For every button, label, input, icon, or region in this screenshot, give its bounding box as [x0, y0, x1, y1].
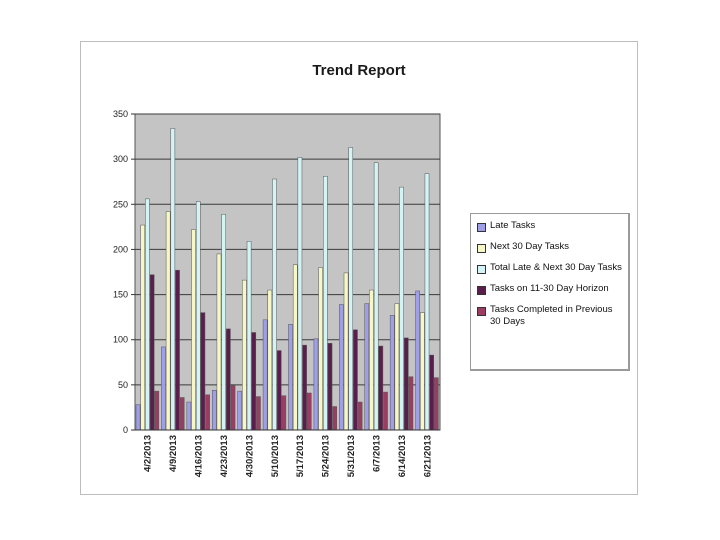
bar	[154, 390, 160, 431]
bar	[302, 344, 307, 431]
bar	[378, 345, 384, 431]
chart-title: Trend Report	[312, 62, 406, 79]
bar	[145, 198, 150, 431]
bar	[226, 328, 231, 431]
bar	[195, 201, 201, 431]
legend-label: Tasks Completed in Previous 30 Days	[490, 304, 613, 327]
legend-item: Next 30 Day Tasks	[477, 241, 624, 253]
bar	[191, 229, 196, 431]
bar	[389, 315, 395, 431]
bar	[272, 178, 277, 431]
bar	[186, 401, 192, 431]
x-tick-label: 6/14/2013	[397, 435, 408, 477]
bar	[339, 304, 344, 431]
x-tick-label: 5/31/2013	[346, 435, 357, 477]
x-tick-label: 4/30/2013	[244, 435, 255, 477]
bar	[205, 394, 210, 431]
bar	[399, 186, 404, 431]
y-tick-label: 200	[113, 244, 128, 254]
bar	[175, 269, 180, 431]
bar	[424, 173, 430, 431]
bar	[297, 157, 303, 431]
legend-item: Tasks Completed in Previous 30 Days	[477, 304, 624, 328]
legend-label: Next 30 Day Tasks	[490, 241, 570, 252]
legend-swatch	[477, 286, 486, 295]
bar	[343, 272, 349, 431]
bar	[429, 354, 434, 431]
bar	[420, 312, 425, 431]
bar	[394, 303, 400, 431]
bar	[212, 390, 217, 431]
bar	[281, 395, 287, 431]
bar	[237, 390, 243, 431]
bar	[161, 346, 166, 431]
legend-label: Tasks on 11-30 Day Horizon	[490, 283, 609, 294]
bar	[262, 319, 268, 431]
bar	[246, 241, 252, 431]
bar	[369, 289, 374, 431]
bar	[383, 391, 388, 431]
bar	[221, 213, 226, 431]
x-tick-label: 6/7/2013	[371, 435, 382, 472]
bar	[306, 392, 312, 431]
legend-item: Tasks on 11-30 Day Horizon	[477, 283, 624, 295]
bar	[403, 337, 409, 431]
bar	[353, 329, 358, 431]
legend-swatch	[477, 307, 486, 316]
legend-item: Late Tasks	[477, 220, 624, 232]
legend-swatch	[477, 223, 486, 232]
y-tick-label: 150	[113, 290, 128, 300]
bar	[327, 343, 333, 431]
bar	[140, 224, 146, 431]
y-tick-label: 50	[118, 380, 128, 390]
bar	[313, 338, 319, 431]
bar	[323, 176, 328, 431]
x-tick-label: 6/21/2013	[422, 435, 433, 477]
bar	[165, 211, 171, 431]
bar	[230, 385, 236, 431]
x-tick-label: 4/16/2013	[194, 435, 205, 477]
x-tick-label: 4/23/2013	[219, 435, 230, 477]
plot-background	[134, 113, 441, 431]
bar	[288, 324, 293, 431]
bar	[200, 312, 206, 431]
bar	[149, 274, 155, 431]
x-tick-label: 4/2/2013	[143, 435, 154, 472]
bar	[318, 267, 323, 431]
legend-item: Total Late & Next 30 Day Tasks	[477, 262, 624, 274]
bar	[373, 162, 379, 431]
bar	[408, 376, 414, 431]
x-tick-label: 4/9/2013	[168, 435, 179, 472]
bar	[267, 289, 273, 431]
y-tick-label: 0	[123, 425, 128, 435]
bar	[135, 404, 141, 431]
bar	[357, 401, 363, 431]
bar	[348, 147, 354, 431]
legend-swatch	[477, 244, 486, 253]
bar	[415, 290, 420, 431]
bar	[179, 397, 185, 431]
legend-swatch	[477, 265, 486, 274]
bar	[332, 406, 337, 431]
bar	[242, 279, 247, 431]
x-tick-label: 5/24/2013	[321, 435, 332, 477]
y-tick-label: 100	[113, 335, 128, 345]
bar	[251, 332, 257, 431]
legend-label: Total Late & Next 30 Day Tasks	[490, 262, 622, 273]
y-tick-label: 250	[113, 199, 128, 209]
x-tick-label: 5/17/2013	[295, 435, 306, 477]
legend-label: Late Tasks	[490, 220, 536, 231]
bar	[292, 264, 298, 431]
bar	[364, 303, 370, 431]
bar	[276, 350, 282, 431]
x-tick-label: 5/10/2013	[270, 435, 281, 477]
y-tick-label: 350	[113, 109, 128, 119]
bar	[434, 377, 439, 431]
y-tick-label: 300	[113, 154, 128, 164]
bar	[216, 253, 222, 431]
bar	[256, 396, 261, 431]
chart-legend: Late Tasks Next 30 Day Tasks Total Late & …	[470, 213, 630, 371]
bar	[170, 128, 176, 431]
